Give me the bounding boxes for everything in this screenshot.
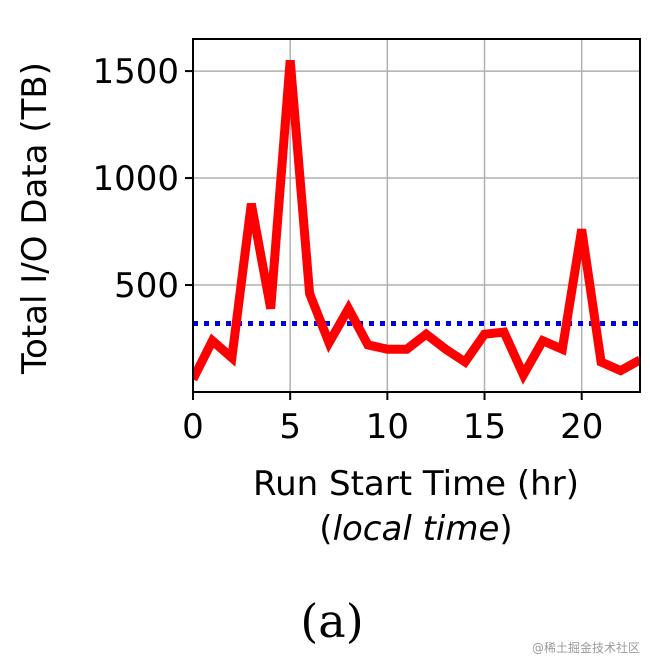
x-tick-label: 15 xyxy=(463,407,506,447)
x-axis-sublabel-close: ) xyxy=(499,509,512,549)
data-point xyxy=(581,229,582,230)
data-point xyxy=(542,340,543,341)
data-point xyxy=(426,334,427,335)
data-point xyxy=(290,60,291,61)
data-point xyxy=(251,203,252,204)
data-point xyxy=(309,293,310,294)
tick-marks xyxy=(185,70,583,400)
data-point xyxy=(387,349,388,350)
x-axis-sublabel: (local time) xyxy=(319,509,512,549)
data-point xyxy=(445,349,446,350)
series-line xyxy=(193,60,640,385)
data-point xyxy=(231,357,232,358)
figure-caption: (a) xyxy=(300,594,363,648)
data-point xyxy=(212,340,213,341)
x-axis-sublabel-open: ( xyxy=(319,509,332,549)
x-tick-label: 0 xyxy=(182,407,204,447)
series-layer xyxy=(193,60,640,385)
x-tick-label: 20 xyxy=(560,407,603,447)
tick-labels: 0 5 10 15 20 500 1000 1500 xyxy=(92,52,603,447)
data-point xyxy=(329,342,330,343)
data-point xyxy=(406,349,407,350)
y-tick-label: 500 xyxy=(114,266,179,306)
data-point xyxy=(601,362,602,363)
data-point xyxy=(270,308,271,309)
data-point xyxy=(562,349,563,350)
data-point xyxy=(620,370,621,371)
y-tick-label: 1500 xyxy=(92,52,179,92)
y-axis-label: Total I/O Data (TB) xyxy=(15,62,55,375)
data-point xyxy=(484,334,485,335)
data-point xyxy=(503,332,504,333)
y-tick-label: 1000 xyxy=(92,159,179,199)
data-point xyxy=(367,344,368,345)
plot-frame xyxy=(192,38,641,393)
x-tick-label: 10 xyxy=(366,407,409,447)
watermark-text: @稀土掘金技术社区 xyxy=(532,640,640,655)
data-point xyxy=(465,362,466,363)
x-axis-sublabel-italic: local time xyxy=(333,509,500,549)
x-tick-label: 5 xyxy=(279,407,301,447)
x-axis-label: Run Start Time (hr) xyxy=(253,464,579,504)
data-point xyxy=(523,374,524,375)
data-point xyxy=(348,308,349,309)
